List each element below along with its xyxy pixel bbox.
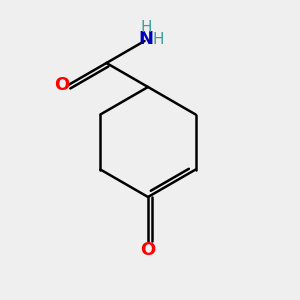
Text: N: N	[138, 30, 153, 48]
Text: O: O	[140, 241, 156, 259]
Text: H: H	[153, 32, 164, 46]
Text: O: O	[54, 76, 69, 94]
Text: H: H	[141, 20, 152, 34]
